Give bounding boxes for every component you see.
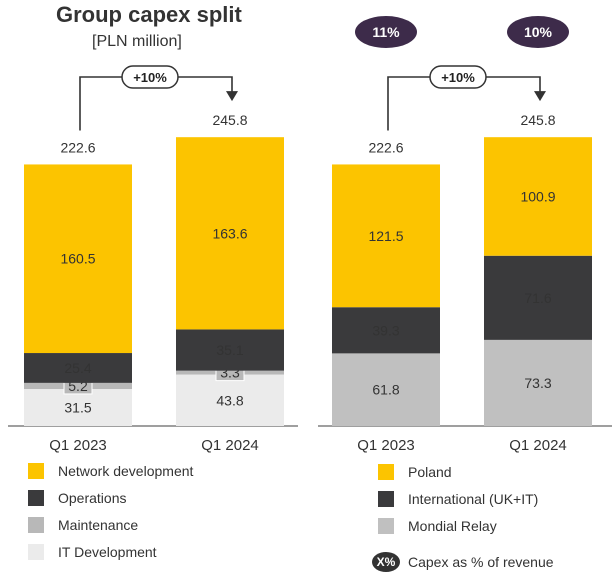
legend-swatch-poland [378,464,394,480]
total-label: 245.8 [212,112,247,128]
chart-title: Group capex split [56,2,242,27]
bar-segment-operations [176,329,284,371]
bar-segment-network-development [24,164,132,354]
bar-segment-it-development [176,374,284,426]
category-tick-label: Q1 2024 [201,437,259,454]
category-tick-label: Q1 2024 [509,437,567,454]
data-label: 39.3 [372,322,399,338]
growth-pill [121,65,179,89]
bar-segment-poland [332,164,440,308]
bar-segment-poland [484,137,592,256]
data-label: 43.8 [216,392,243,408]
legend-label: International (UK+IT) [408,491,538,507]
legend-swatch-operations [28,490,44,506]
growth-label: +10% [441,70,475,85]
legend-label: Network development [58,463,194,479]
data-label: 31.5 [64,399,91,415]
legend-label: IT Development [58,544,157,560]
category-tick-label: Q1 2023 [49,437,107,454]
legend-swatch-mondial-relay [378,518,394,534]
category-tick-label: Q1 2023 [357,437,415,454]
data-label: 25.4 [64,360,91,376]
bar-segment-operations [24,353,132,383]
pct-legend-label: Capex as % of revenue [408,554,554,570]
data-label: 100.9 [520,188,555,204]
growth-arrow-head [534,91,546,102]
chart-subtitle: [PLN million] [92,33,182,50]
total-label: 222.6 [368,139,403,155]
total-label: 222.6 [60,139,95,155]
legend-label: Mondial Relay [408,518,497,534]
legend-label: Poland [408,464,452,480]
legend-label: Maintenance [58,517,138,533]
growth-label: +10% [133,70,167,85]
capex-pct-badge [507,16,569,48]
legend-swatch-maintenance [28,517,44,533]
growth-pill [429,65,487,89]
capex-pct-label: 10% [524,24,553,40]
data-label: 61.8 [372,382,399,398]
bar-segment-mondial-relay [332,353,440,426]
bar-segment-network-development [176,137,284,330]
legend-label: Operations [58,490,126,506]
growth-arrow-head [226,91,238,102]
data-label: 160.5 [60,251,95,267]
capex-pct-badge [355,16,417,48]
bar-segment-it-development [24,388,132,426]
bar-segment-international-uk-it [484,255,592,340]
legend-swatch-network-development [28,463,44,479]
data-label: 73.3 [524,375,551,391]
legend-swatch-international-uk-it [378,491,394,507]
bar-segment-international-uk-it [332,307,440,354]
pct-legend-badge-label: X% [377,555,396,569]
capex-pct-label: 11% [372,24,400,40]
data-label: 121.5 [368,228,403,244]
data-label: 71.6 [524,290,551,306]
pct-legend-badge [372,552,400,572]
total-label: 245.8 [520,112,555,128]
bar-segment-mondial-relay [484,339,592,426]
data-label: 35.1 [216,342,243,358]
data-label: 163.6 [212,225,247,241]
legend-swatch-it-development [28,544,44,560]
